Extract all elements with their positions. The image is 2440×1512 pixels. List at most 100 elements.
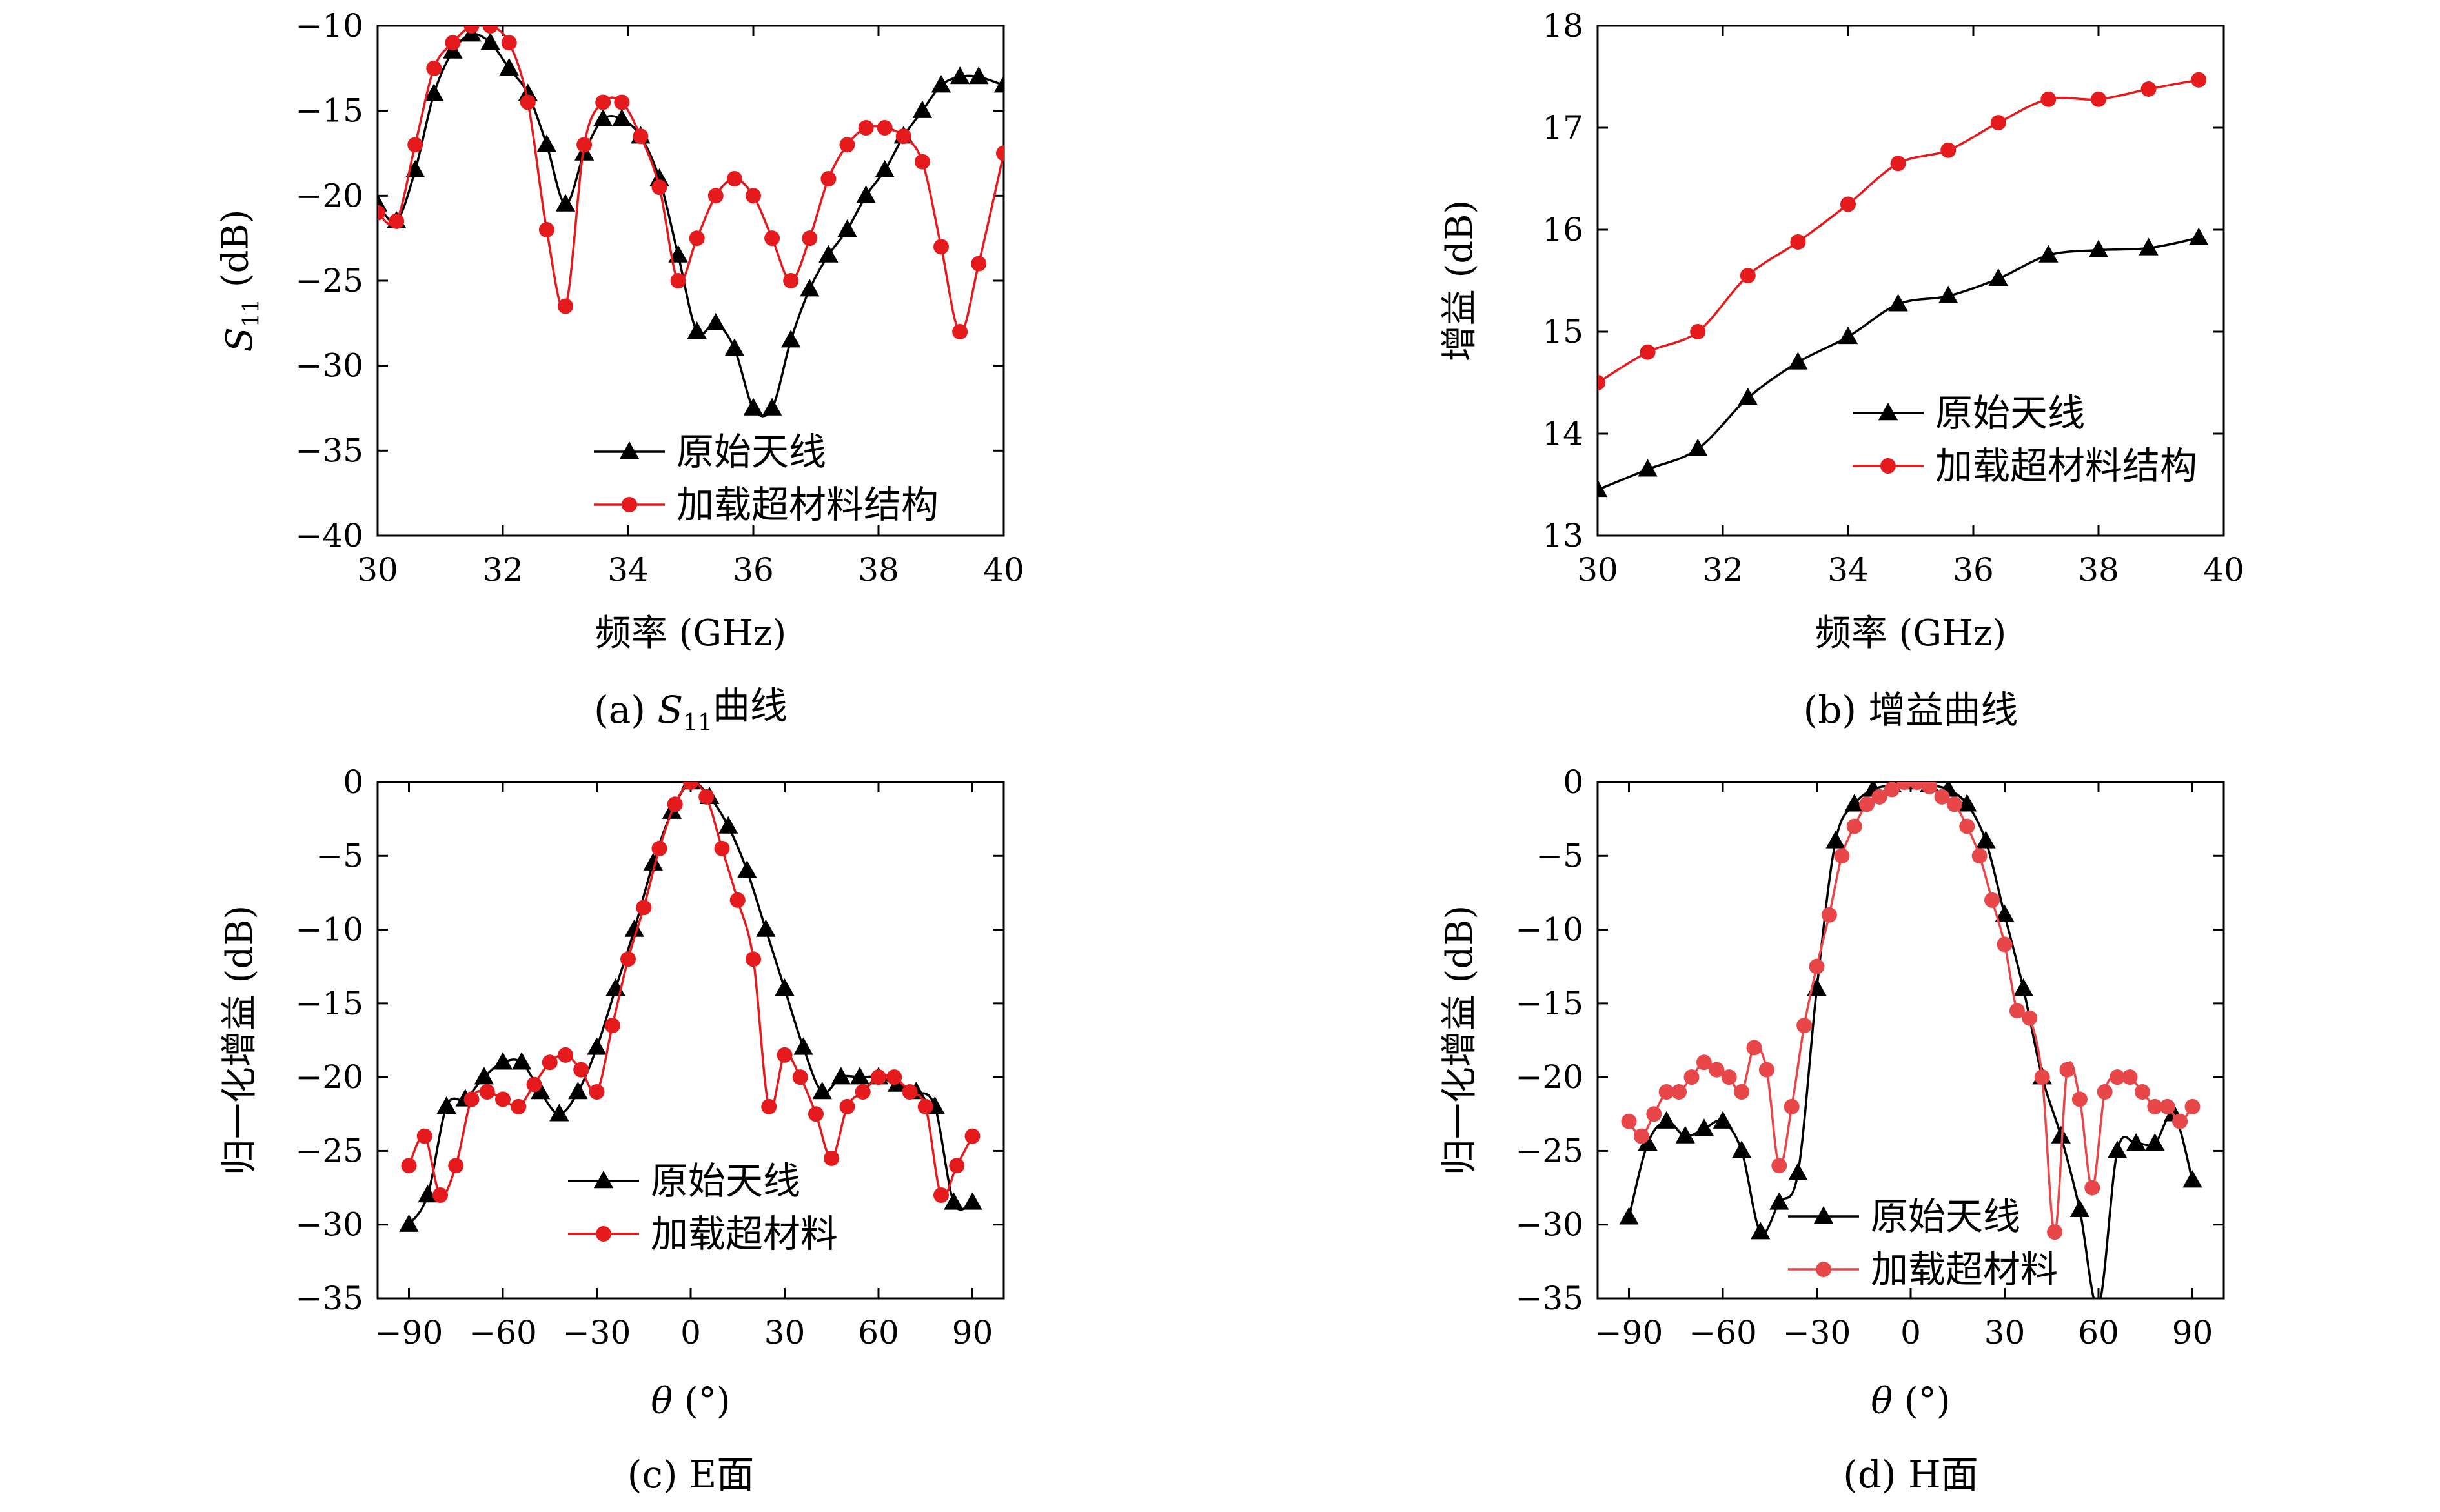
series-line-original <box>408 782 973 1225</box>
data-point-triangle <box>875 159 895 178</box>
data-point-circle <box>1940 142 1957 158</box>
data-point-triangle <box>1844 794 1864 812</box>
data-point-circle <box>2009 1003 2025 1019</box>
data-point-triangle <box>793 1037 813 1055</box>
data-point-triangle <box>2182 1170 2202 1188</box>
plot-area <box>399 782 982 1232</box>
data-point-triangle <box>480 32 500 50</box>
chart-panel-c: −90 −60 −30 0 30 60 90−35−30−25−20−15−10−50θ (… <box>219 763 1005 1497</box>
data-point-circle <box>2059 1062 2075 1078</box>
legend-label: 加载超材料 <box>651 1212 838 1256</box>
series-line-loaded <box>407 782 974 1198</box>
data-point-triangle <box>1598 479 1608 498</box>
data-point-circle <box>620 951 636 967</box>
data-point-triangle <box>762 398 782 416</box>
data-point-circle <box>1959 818 1975 834</box>
data-point-circle <box>1997 936 2013 953</box>
y-tick-label: −10 <box>295 7 363 45</box>
data-point-circle <box>595 94 611 110</box>
data-point-circle <box>917 1098 933 1114</box>
data-point-circle <box>1734 1084 1750 1100</box>
data-point-circle <box>1683 1069 1700 1085</box>
data-point-circle <box>1821 907 1837 923</box>
y-tick-label: −30 <box>295 1206 363 1244</box>
data-point-circle <box>1840 196 1856 212</box>
data-point-circle <box>746 188 761 204</box>
data-point-circle <box>933 1187 949 1203</box>
data-point-circle <box>670 273 686 288</box>
data-point-triangle <box>1688 438 1708 456</box>
x-tick-label: 30 <box>357 551 398 589</box>
data-point-triangle <box>944 1192 964 1210</box>
series-line-original <box>378 32 1004 418</box>
data-point-triangle <box>1838 326 1858 345</box>
y-tick-label: −5 <box>1536 837 1583 874</box>
circle-icon <box>622 497 637 512</box>
data-point-circle <box>448 1158 464 1174</box>
plot-frame <box>1596 25 2225 537</box>
x-tick-label: 40 <box>983 551 1024 589</box>
y-tick-label: −40 <box>295 517 363 554</box>
data-point-circle <box>714 840 730 856</box>
data-point-triangle <box>1638 459 1658 477</box>
data-point-triangle <box>818 245 839 263</box>
data-point-circle <box>895 128 911 145</box>
data-point-triangle <box>536 134 557 152</box>
triangle-icon <box>1813 1206 1834 1224</box>
y-tick-label: −20 <box>295 177 363 214</box>
data-point-circle <box>2047 1224 2063 1240</box>
x-tick-label: 30 <box>1984 1314 2026 1351</box>
data-point-triangle <box>424 83 444 101</box>
data-point-circle <box>824 1150 840 1166</box>
data-point-circle <box>2184 1098 2201 1114</box>
y-tick-label: 17 <box>1542 109 1583 146</box>
data-point-circle <box>1922 782 1938 794</box>
data-point-triangle <box>756 919 776 937</box>
figure-caption-part: 11 <box>683 709 713 736</box>
data-point-triangle <box>587 1037 607 1055</box>
data-point-triangle <box>2013 978 2033 996</box>
data-point-triangle <box>2097 1295 2100 1298</box>
data-point-circle <box>1671 1084 1687 1100</box>
figure-caption-part: 曲线 <box>713 683 788 727</box>
data-point-triangle <box>436 1096 456 1114</box>
data-point-circle <box>1746 1040 1762 1056</box>
data-point-triangle <box>511 1052 532 1070</box>
data-point-circle <box>651 840 667 856</box>
data-point-triangle <box>993 75 1004 93</box>
data-point-triangle <box>555 194 576 212</box>
circle-icon <box>1880 458 1896 474</box>
data-point-circle <box>2159 1098 2175 1114</box>
data-point-triangle <box>1957 794 1977 812</box>
y-tick-label: −30 <box>295 347 363 385</box>
data-point-triangle <box>2189 227 2209 245</box>
circle-icon <box>596 1226 611 1242</box>
data-point-triangle <box>2139 237 2159 256</box>
figure-caption: (d) H面 <box>1843 1453 1978 1497</box>
data-point-triangle <box>1888 294 1908 312</box>
data-point-circle <box>964 1128 981 1144</box>
data-point-circle <box>2191 72 2207 88</box>
data-point-circle <box>764 230 780 247</box>
data-point-circle <box>479 1084 495 1100</box>
x-tick-label: −60 <box>1689 1314 1757 1351</box>
data-point-circle <box>808 1106 824 1122</box>
x-axis-label: θ (°) <box>651 1380 730 1422</box>
data-point-circle <box>1633 1128 1649 1144</box>
data-point-triangle <box>1694 1118 1714 1136</box>
data-point-triangle <box>1769 1192 1789 1210</box>
data-point-triangle <box>2145 1133 2165 1151</box>
data-point-triangle <box>418 1185 438 1203</box>
data-point-circle <box>1971 848 1988 864</box>
y-tick-label: 18 <box>1542 7 1583 45</box>
x-tick-label: −30 <box>563 1314 631 1351</box>
data-point-triangle <box>1738 387 1758 405</box>
data-point-circle <box>971 256 987 272</box>
x-axis-label-part: (°) <box>1893 1380 1951 1422</box>
legend-label: 原始天线 <box>1871 1194 2020 1238</box>
data-point-triangle <box>743 398 764 416</box>
data-point-circle <box>1796 1018 1813 1034</box>
data-point-circle <box>432 1187 448 1203</box>
data-point-circle <box>1621 1113 1637 1129</box>
